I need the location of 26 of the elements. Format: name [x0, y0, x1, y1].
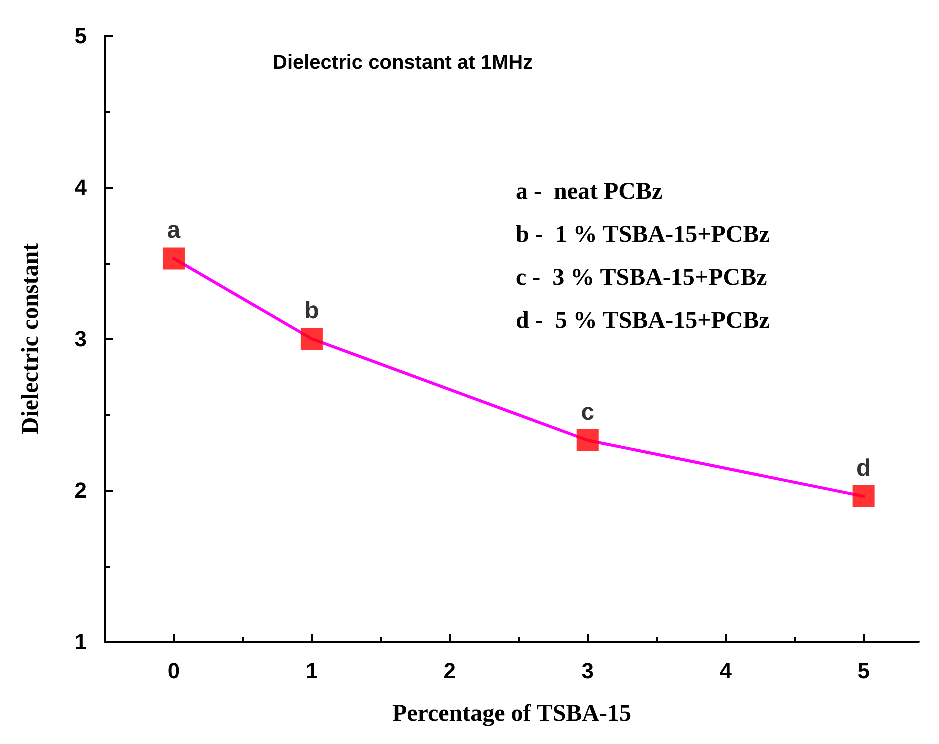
point — [300, 328, 323, 350]
y-tick-label: 2 — [74, 478, 87, 503]
y-tick-label: 5 — [74, 24, 87, 48]
point — [576, 430, 599, 452]
point — [162, 248, 185, 270]
annotation: d — [856, 455, 872, 482]
x-tick-label: 5 — [858, 658, 870, 684]
annotation: b - 1 % TSBA-15+PCBz — [516, 222, 770, 248]
annotation: d - 5 % TSBA-15+PCBz — [516, 308, 770, 334]
x-tick-label: 1 — [306, 658, 318, 684]
annotation: c — [581, 399, 595, 426]
x-axis-title: Percentage of TSBA-15 — [392, 701, 632, 727]
annotation: b — [304, 298, 320, 324]
annotation: a - neat PCBz — [516, 179, 663, 205]
y-tick-label: 1 — [74, 630, 87, 654]
y-axis-title: Dielectric constant — [18, 243, 44, 435]
annotation: a — [167, 217, 182, 244]
x-tick-label: 3 — [582, 658, 594, 684]
point — [852, 486, 875, 508]
x-tick-label: 4 — [720, 658, 733, 684]
x-tick-label: 2 — [444, 658, 456, 684]
x-tick-label: 0 — [168, 658, 180, 684]
y-tick-label: 4 — [74, 175, 88, 200]
y-tick-label: 3 — [74, 326, 87, 352]
annotation: c - 3 % TSBA-15+PCBz — [516, 265, 768, 291]
text: Dielectric constant at 1MHz — [273, 52, 534, 74]
